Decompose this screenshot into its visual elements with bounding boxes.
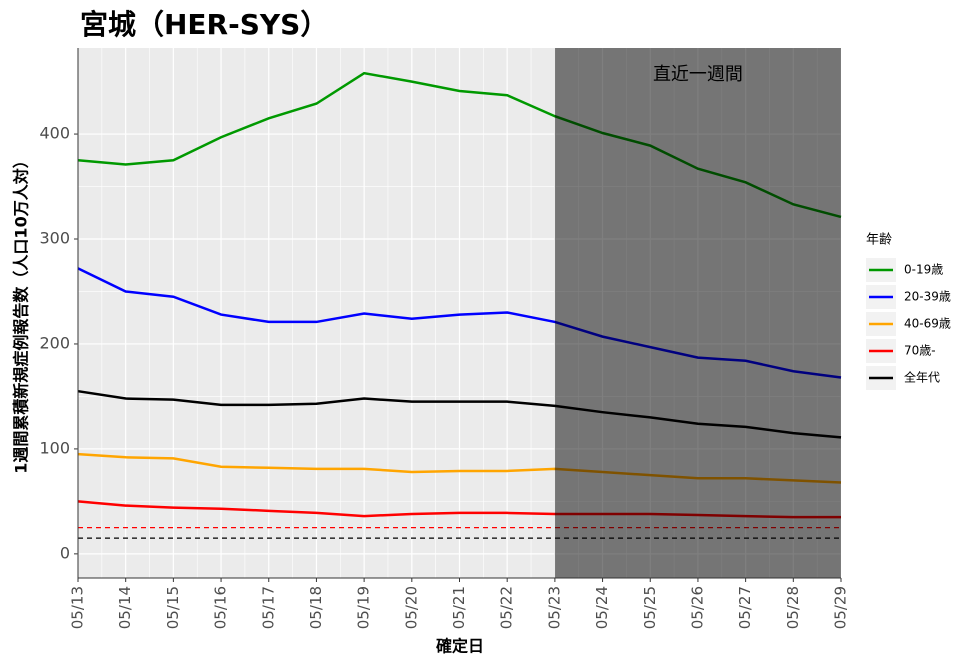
y-tick-label: 100	[39, 438, 70, 457]
x-tick-label: 05/20	[402, 586, 420, 629]
legend-title: 年齢	[866, 233, 892, 248]
legend-label: 70歳-	[904, 344, 936, 358]
y-tick-label: 400	[39, 124, 70, 143]
annotation: 直近一週間	[653, 64, 743, 85]
legend-label: 0-19歳	[904, 263, 943, 277]
y-tick-label: 200	[39, 333, 70, 352]
x-tick-label: 05/18	[307, 586, 325, 629]
highlight-region	[554, 48, 841, 578]
x-tick-label: 05/23	[545, 586, 563, 629]
chart-title: 宮城（HER-SYS）	[80, 8, 328, 41]
y-tick-label: 300	[39, 229, 70, 248]
x-tick-label: 05/13	[69, 586, 87, 629]
y-axis-label: 1週間累積新規症例報告数（人口10万人対）	[12, 152, 31, 473]
x-tick-label: 05/27	[736, 586, 754, 629]
y-tick-label: 0	[60, 543, 70, 562]
x-tick-label: 05/25	[641, 586, 659, 629]
x-tick-label: 05/15	[164, 586, 182, 629]
legend-label: 全年代	[904, 370, 940, 385]
x-tick-label: 05/26	[688, 586, 706, 629]
legend-label: 20-39歳	[904, 290, 951, 304]
legend-label: 40-69歳	[904, 317, 951, 331]
x-tick-label: 05/21	[450, 586, 468, 629]
x-tick-label: 05/29	[832, 586, 850, 629]
x-tick-label: 05/16	[212, 586, 230, 629]
x-tick-label: 05/28	[784, 586, 802, 629]
x-tick-label: 05/24	[593, 586, 611, 629]
x-tick-label: 05/19	[355, 586, 373, 629]
x-tick-label: 05/22	[498, 586, 516, 629]
x-tick-label: 05/14	[116, 586, 134, 629]
x-axis-label: 確定日	[436, 637, 484, 656]
x-tick-label: 05/17	[259, 586, 277, 629]
